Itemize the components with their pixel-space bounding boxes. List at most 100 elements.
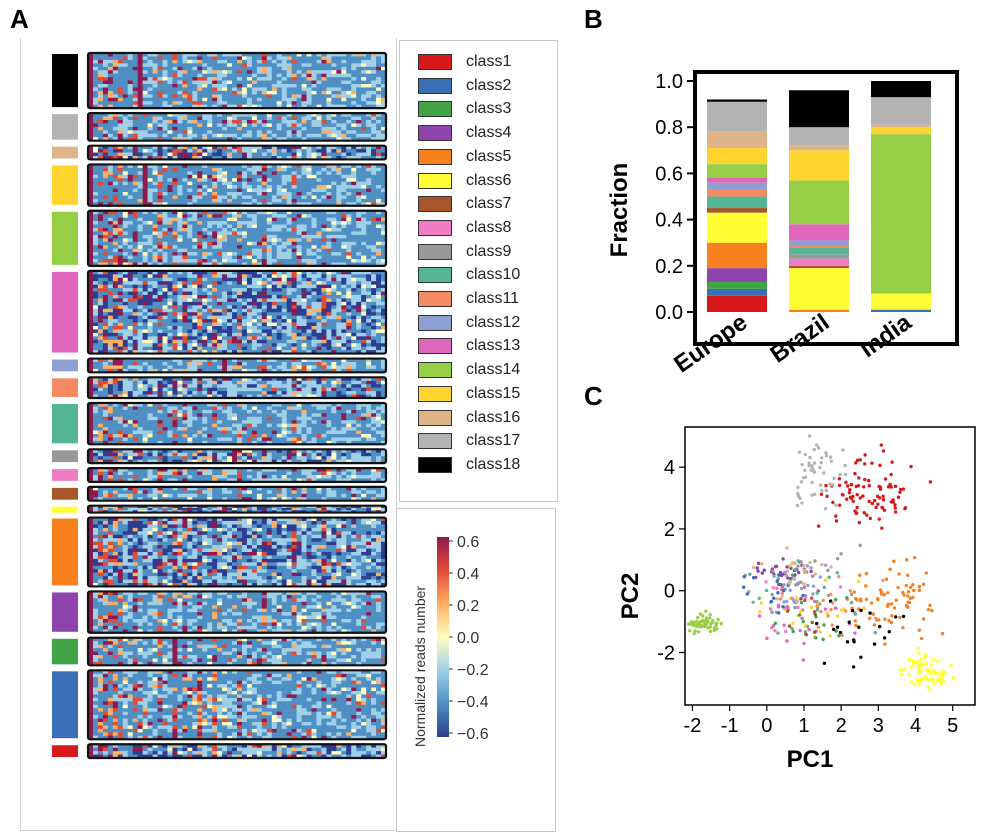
heatmap-block-class3 xyxy=(88,638,386,666)
scatter-point xyxy=(863,462,866,465)
scatter-point xyxy=(777,604,780,607)
legend-label: class14 xyxy=(466,361,520,379)
legend-label: class6 xyxy=(466,172,511,190)
scatter-point xyxy=(802,620,805,623)
scatter-point xyxy=(764,580,767,583)
scatter-point xyxy=(756,566,759,569)
scatter-point xyxy=(696,616,699,619)
scatter-point xyxy=(804,633,807,636)
bar-y-tick-label: 0.0 xyxy=(655,302,683,324)
scatter-point xyxy=(800,480,803,483)
legend-label: class18 xyxy=(466,456,520,474)
scatter-point xyxy=(803,569,806,572)
legend-swatch xyxy=(418,433,452,449)
legend-label: class4 xyxy=(466,124,511,142)
scatter-point xyxy=(917,683,920,686)
scatter-point xyxy=(819,630,822,633)
heatmap-block-class1 xyxy=(88,744,386,758)
legend-swatch xyxy=(418,173,452,189)
scatter-point xyxy=(802,564,805,567)
scatter-point xyxy=(830,623,833,626)
bar-segment-india-class16 xyxy=(871,125,931,127)
scatter-point xyxy=(806,584,809,587)
scatter-point xyxy=(811,481,814,484)
scatter-point xyxy=(924,654,927,657)
legend-swatch xyxy=(418,54,452,70)
heatmap-block-class10 xyxy=(88,403,386,445)
legend-swatch xyxy=(418,101,452,117)
scatter-point xyxy=(800,617,803,620)
scatter-point xyxy=(859,598,862,601)
heatmap-block-class13 xyxy=(88,271,386,354)
scatter-point xyxy=(850,601,853,604)
scatter-point xyxy=(796,606,799,609)
scatter-point xyxy=(910,665,913,668)
scatter-point xyxy=(785,573,788,576)
scatter-point xyxy=(845,498,848,501)
scatter-point xyxy=(824,607,827,610)
scatter-point xyxy=(802,658,805,661)
scatter-point xyxy=(857,626,860,629)
scatter-point xyxy=(900,673,903,676)
scatter-point xyxy=(775,580,778,583)
scatter-point xyxy=(834,514,837,517)
scatter-point xyxy=(838,477,841,480)
scatter-point xyxy=(688,629,691,632)
heatmap-block-class15 xyxy=(88,164,386,206)
bar-y-axis-label: Fraction xyxy=(606,163,633,258)
scatter-point xyxy=(883,593,886,596)
legend-item-class10: class10 xyxy=(418,265,520,285)
scatter-point xyxy=(807,628,810,631)
scatter-point xyxy=(836,614,839,617)
scatter-point xyxy=(827,576,830,579)
scatter-point xyxy=(824,484,827,487)
scatter-point xyxy=(898,616,901,619)
bar-y-tick-label: 0.6 xyxy=(655,163,683,185)
scatter-point xyxy=(855,506,858,509)
bar-segment-europe-class5 xyxy=(707,243,767,268)
scatter-point xyxy=(836,571,839,574)
scatter-point xyxy=(918,629,921,632)
scatter-point xyxy=(863,511,866,514)
scatter-point xyxy=(837,634,840,637)
bar-segment-brazil-class10 xyxy=(789,247,849,254)
bar-segment-india-class14 xyxy=(871,134,931,293)
scatter-point xyxy=(701,624,704,627)
scatter-point xyxy=(838,473,841,476)
bar-segment-india-class15 xyxy=(871,127,931,134)
heatmap-class-bar-class10 xyxy=(52,404,78,443)
scatter-point xyxy=(782,623,785,626)
legend-label: class10 xyxy=(466,266,520,284)
scatter-point xyxy=(765,637,768,640)
scatter-point xyxy=(796,486,799,489)
scatter-point xyxy=(880,526,883,529)
scatter-point xyxy=(765,589,768,592)
scatter-point xyxy=(800,501,803,504)
scatter-point xyxy=(802,582,805,585)
scatter-point xyxy=(890,460,893,463)
scatter-point xyxy=(794,567,797,570)
scatter-x-tick-label: -1 xyxy=(721,715,739,737)
scatter-y-tick-label: 2 xyxy=(664,519,675,541)
scatter-point xyxy=(886,591,889,594)
bar-segment-brazil-class11 xyxy=(789,245,849,247)
scatter-point xyxy=(796,564,799,567)
scatter-point xyxy=(799,580,802,583)
scatter-point xyxy=(815,600,818,603)
scatter-x-tick-label: 4 xyxy=(910,715,921,737)
scatter-point xyxy=(803,599,806,602)
scatter-point xyxy=(930,609,933,612)
scatter-point xyxy=(815,443,818,446)
scatter-point xyxy=(884,477,887,480)
scatter-point xyxy=(771,569,774,572)
scatter-point xyxy=(886,605,889,608)
scatter-point xyxy=(822,599,825,602)
scatter-point xyxy=(897,572,900,575)
legend-item-class16: class16 xyxy=(418,408,520,428)
scatter-point xyxy=(902,615,905,618)
scatter-point xyxy=(905,558,908,561)
scatter-point xyxy=(810,596,813,599)
scatter-point xyxy=(834,598,837,601)
